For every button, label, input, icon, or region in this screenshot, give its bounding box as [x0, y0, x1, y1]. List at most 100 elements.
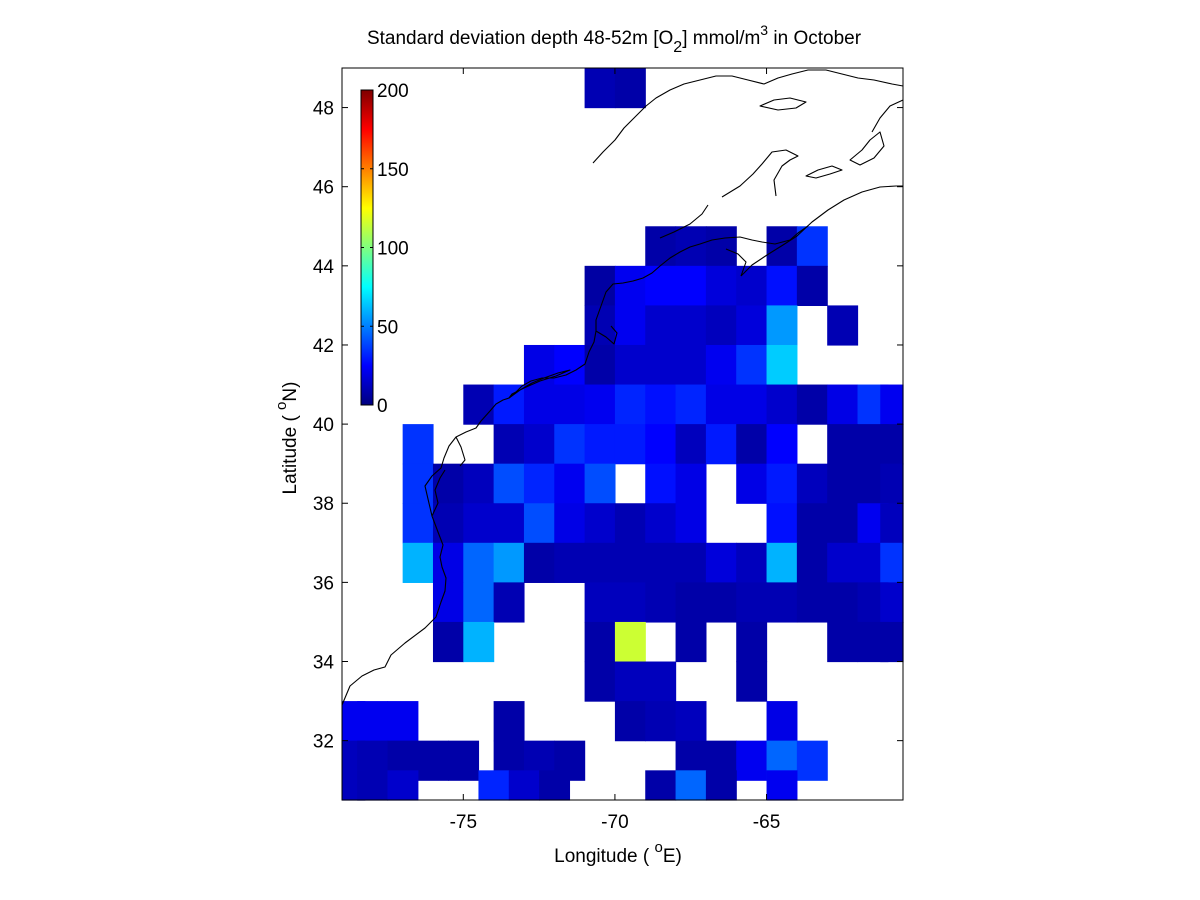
heatmap-cell	[432, 503, 464, 544]
heatmap-cell	[880, 503, 904, 544]
plot-area: -75 -70 -65 32 34 36 38 40 42 44 46 48	[313, 67, 904, 833]
heatmap-cell	[463, 582, 495, 623]
heatmap-cell	[402, 463, 434, 504]
heatmap-cell	[645, 701, 677, 742]
heatmap-cell	[614, 701, 646, 742]
heatmap-cell	[796, 265, 828, 307]
heatmap-cell	[463, 542, 495, 583]
x-tick-label: -75	[450, 812, 477, 833]
heatmap-cell	[675, 344, 707, 386]
heatmap-cell	[796, 582, 828, 623]
heatmap-cell	[508, 770, 540, 801]
heatmap-cell	[766, 770, 798, 801]
heatmap-cell	[614, 503, 646, 544]
colorbar-tick-label: 50	[377, 317, 398, 338]
heatmap-cell	[675, 384, 707, 425]
heatmap-cell	[584, 424, 616, 465]
heatmap-cell	[645, 305, 677, 346]
heatmap-cell	[880, 542, 904, 583]
heatmap-cell	[523, 463, 555, 504]
heatmap-cell	[584, 582, 616, 623]
heatmap-cell	[705, 542, 737, 583]
coastline-cape-breton	[849, 131, 885, 166]
plot-frame	[341, 67, 904, 801]
heatmap-cell	[880, 424, 904, 465]
heatmap-cell	[675, 424, 707, 465]
heatmap-cell	[493, 701, 525, 742]
heatmap-cell	[796, 503, 828, 544]
heatmap-cell	[584, 68, 616, 109]
heatmap-cell	[357, 701, 389, 742]
colorbar-tick-label: 0	[377, 396, 388, 417]
heatmap-cell	[614, 542, 646, 583]
heatmap-cell	[584, 463, 616, 504]
colorbar: 0 50 100 150 200	[360, 81, 409, 417]
heatmap-cell	[705, 582, 737, 623]
heatmap-cell	[705, 305, 737, 346]
heatmap-cell	[645, 503, 677, 544]
coastline-bay-of-fundy	[725, 248, 747, 277]
heatmap-cell	[645, 582, 677, 623]
coastline-pei	[805, 165, 843, 179]
heatmap-cell	[432, 542, 464, 583]
heatmap-cell	[493, 582, 525, 623]
heatmap-cell	[584, 384, 616, 425]
colorbar-tick-label: 150	[377, 160, 409, 181]
heatmap-cell	[402, 503, 434, 544]
heatmap-cell	[387, 770, 419, 801]
heatmap-cell	[827, 305, 859, 346]
heatmap-cell	[493, 384, 525, 425]
heatmap-cell	[645, 770, 677, 801]
heatmap-cell	[448, 740, 480, 781]
heatmap-cell	[675, 503, 707, 544]
x-tick-label: -65	[753, 812, 780, 833]
heatmap-cell	[880, 384, 904, 425]
heatmap-cell	[584, 621, 616, 663]
heatmap-cell	[827, 582, 859, 623]
heatmap-cell	[736, 582, 768, 623]
heatmap-cell	[554, 463, 586, 504]
y-tick-label: 32	[313, 732, 334, 753]
chart-title: Standard deviation depth 48-52m [O2] mmo…	[367, 22, 862, 56]
heatmap-cell	[675, 770, 707, 801]
heatmap-cell	[705, 344, 737, 386]
heatmap-cell	[880, 621, 904, 663]
heatmap-cell	[827, 542, 859, 583]
heatmap-cell	[463, 621, 495, 663]
heatmap-cell	[766, 424, 798, 465]
heatmap-cells	[342, 68, 904, 801]
heatmap-cell	[493, 463, 525, 504]
heatmap-cell	[645, 344, 677, 386]
colorbar-ticks: 0 50 100 150 200	[361, 81, 409, 417]
heatmap-cell	[766, 582, 798, 623]
heatmap-cell	[523, 503, 555, 544]
heatmap-cell	[554, 503, 586, 544]
heatmap-cell	[554, 542, 586, 583]
heatmap-cell	[736, 305, 768, 346]
heatmap-cell	[766, 503, 798, 544]
heatmap-cell	[614, 621, 646, 663]
heatmap-cell	[645, 542, 677, 583]
heatmap-cell	[432, 621, 464, 663]
heatmap-cell	[675, 265, 707, 307]
heatmap-cell	[614, 424, 646, 465]
heatmap-cell	[675, 701, 707, 742]
heatmap-cell	[554, 344, 586, 386]
heatmap-cell	[796, 463, 828, 504]
heatmap-cell	[796, 384, 828, 425]
coastline	[341, 69, 904, 706]
heatmap-cell	[675, 621, 707, 663]
heatmap-cell	[523, 384, 555, 425]
heatmap-cell	[584, 265, 616, 307]
heatmap-cell	[827, 424, 859, 465]
y-tick-label: 38	[313, 494, 334, 515]
heatmap-cell	[705, 424, 737, 465]
heatmap-cell	[736, 384, 768, 425]
heatmap-cell	[614, 661, 646, 702]
coastline-gulf-st-lawrence	[721, 149, 799, 198]
heatmap-cell	[766, 265, 798, 307]
heatmap-cell	[766, 384, 798, 425]
heatmap-cell	[523, 542, 555, 583]
coastline-gaspe-st-lawrence	[592, 69, 904, 239]
